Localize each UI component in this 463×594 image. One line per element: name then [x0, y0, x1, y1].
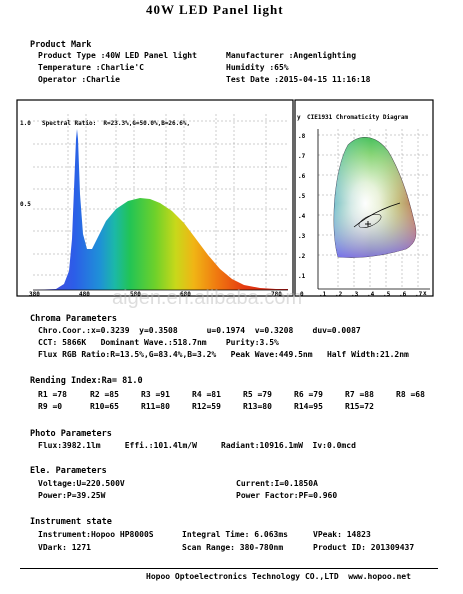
spectrum-x-tick-2: 580 — [130, 291, 141, 298]
test-date: Test Date :2015-04-15 11:16:18 — [226, 75, 371, 84]
voltage: Voltage:U=220.500V — [38, 479, 125, 488]
r-value: R6 =79 — [294, 390, 323, 399]
manufacturer: Manufacturer :Angenlighting — [226, 51, 357, 60]
cie-title: CIE1931 Chromaticity Diagram — [307, 114, 409, 121]
cie-y-axis-label: y — [297, 114, 301, 121]
cie-x-tick-5: .5 — [383, 291, 391, 298]
charts-panel — [16, 99, 434, 297]
cie-y-tick-0: .8 — [298, 133, 306, 140]
spectrum-y-mid: 0.5 — [20, 201, 31, 208]
cie-x-tick-0: 0 — [300, 291, 304, 298]
spectrum-y-top: 1.0 — [20, 120, 31, 127]
cie-y-tick-7: .1 — [298, 273, 306, 280]
cie-y-tick-1: .7 — [298, 153, 306, 160]
cie-x-axis-label: x — [423, 290, 427, 297]
product-mark-heading: Product Mark — [30, 40, 92, 50]
product-id: Product ID: 201309437 — [313, 543, 415, 552]
spectrum-frame — [16, 99, 294, 297]
spectral-ratio-label: Spectral Ratio: R=23.3%,G=50.0%,B=26.6%, — [42, 120, 191, 127]
current: Current:I=0.1850A — [236, 479, 318, 488]
r-value: R7 =88 — [345, 390, 374, 399]
footer-text: Hopoo Optoelectronics Technology CO.,LTD… — [146, 572, 411, 581]
cie-frame — [294, 99, 434, 297]
cie-y-tick-4: .4 — [298, 213, 306, 220]
chroma-heading: Chroma Parameters — [30, 314, 117, 324]
footer-rule — [20, 568, 438, 569]
r-value: R1 =78 — [38, 390, 67, 399]
r-value: R5 =79 — [243, 390, 272, 399]
r-value: R11=80 — [141, 402, 170, 411]
chroma-line-1: Chro.Coor.:x=0.3239 y=0.3508 u=0.1974 v=… — [38, 326, 361, 335]
spectrum-x-tick-0: 380 — [29, 291, 40, 298]
r-value: R9 =0 — [38, 402, 63, 411]
r-value: R8 =68 — [396, 390, 425, 399]
cie-y-tick-3: .5 — [298, 193, 306, 200]
operator: Operator :Charlie — [38, 75, 120, 84]
spectrum-x-tick-4: 780 — [271, 291, 282, 298]
temperature: Temperature :Charlie'C — [38, 63, 144, 72]
integral-time: Integral Time: 6.063ms — [182, 530, 288, 539]
r-value: R2 =85 — [90, 390, 119, 399]
r-value: R13=80 — [243, 402, 272, 411]
r-value: R12=59 — [192, 402, 221, 411]
cie-x-tick-4: .4 — [367, 291, 375, 298]
chroma-line-3: Flux RGB Ratio:R=13.5%,G=83.4%,B=3.2% Pe… — [38, 350, 409, 359]
instrument-heading: Instrument state — [30, 517, 112, 527]
spectrum-x-tick-3: 680 — [180, 291, 191, 298]
electrical-heading: Ele. Parameters — [30, 466, 107, 476]
cie-y-tick-5: .3 — [298, 233, 306, 240]
tolerance-ellipse — [358, 213, 382, 229]
cie-y-tick-6: .2 — [298, 253, 306, 260]
scan-range: Scan Range: 380-780nm — [182, 543, 284, 552]
measurement-point — [365, 221, 371, 227]
humidity: Humidity :65% — [226, 63, 289, 72]
instrument-name: Instrument:Hopoo HP8000S — [38, 530, 154, 539]
cie-x-tick-3: .3 — [351, 291, 359, 298]
r-value: R10=65 — [90, 402, 119, 411]
photo-line: Flux:3982.1lm Effi.:101.4lm/W Radiant:10… — [38, 441, 356, 450]
spectrum-grid — [33, 114, 288, 290]
product-type: Product Type :40W LED Panel light — [38, 51, 197, 60]
cie-x-tick-1: .1 — [319, 291, 327, 298]
spectrum-curve — [33, 129, 288, 290]
report-title: 40W LED Panel light — [146, 2, 284, 17]
planckian-locus — [353, 202, 401, 228]
photo-heading: Photo Parameters — [30, 429, 112, 439]
r-value: R4 =81 — [192, 390, 221, 399]
power-factor: Power Factor:PF=0.960 — [236, 491, 338, 500]
cie-x-tick-6: .6 — [399, 291, 407, 298]
r-value: R3 =91 — [141, 390, 170, 399]
cie-x-tick-7: .7 — [415, 291, 423, 298]
r-value: R15=72 — [345, 402, 374, 411]
watermark: aigen.en.alibaba.com — [112, 287, 303, 309]
r-value: R14=95 — [294, 402, 323, 411]
cie-y-tick-2: .6 — [298, 173, 306, 180]
vpeak: VPeak: 14823 — [313, 530, 371, 539]
cie-x-tick-2: .2 — [335, 291, 343, 298]
spectrum-x-tick-1: 480 — [79, 291, 90, 298]
chroma-line-2: CCT: 5866K Dominant Wave.:518.7nm Purity… — [38, 338, 279, 347]
power: Power:P=39.25W — [38, 491, 106, 500]
rendering-index-heading: Rending Index:Ra= 81.0 — [30, 376, 143, 386]
vdark: VDark: 1271 — [38, 543, 91, 552]
